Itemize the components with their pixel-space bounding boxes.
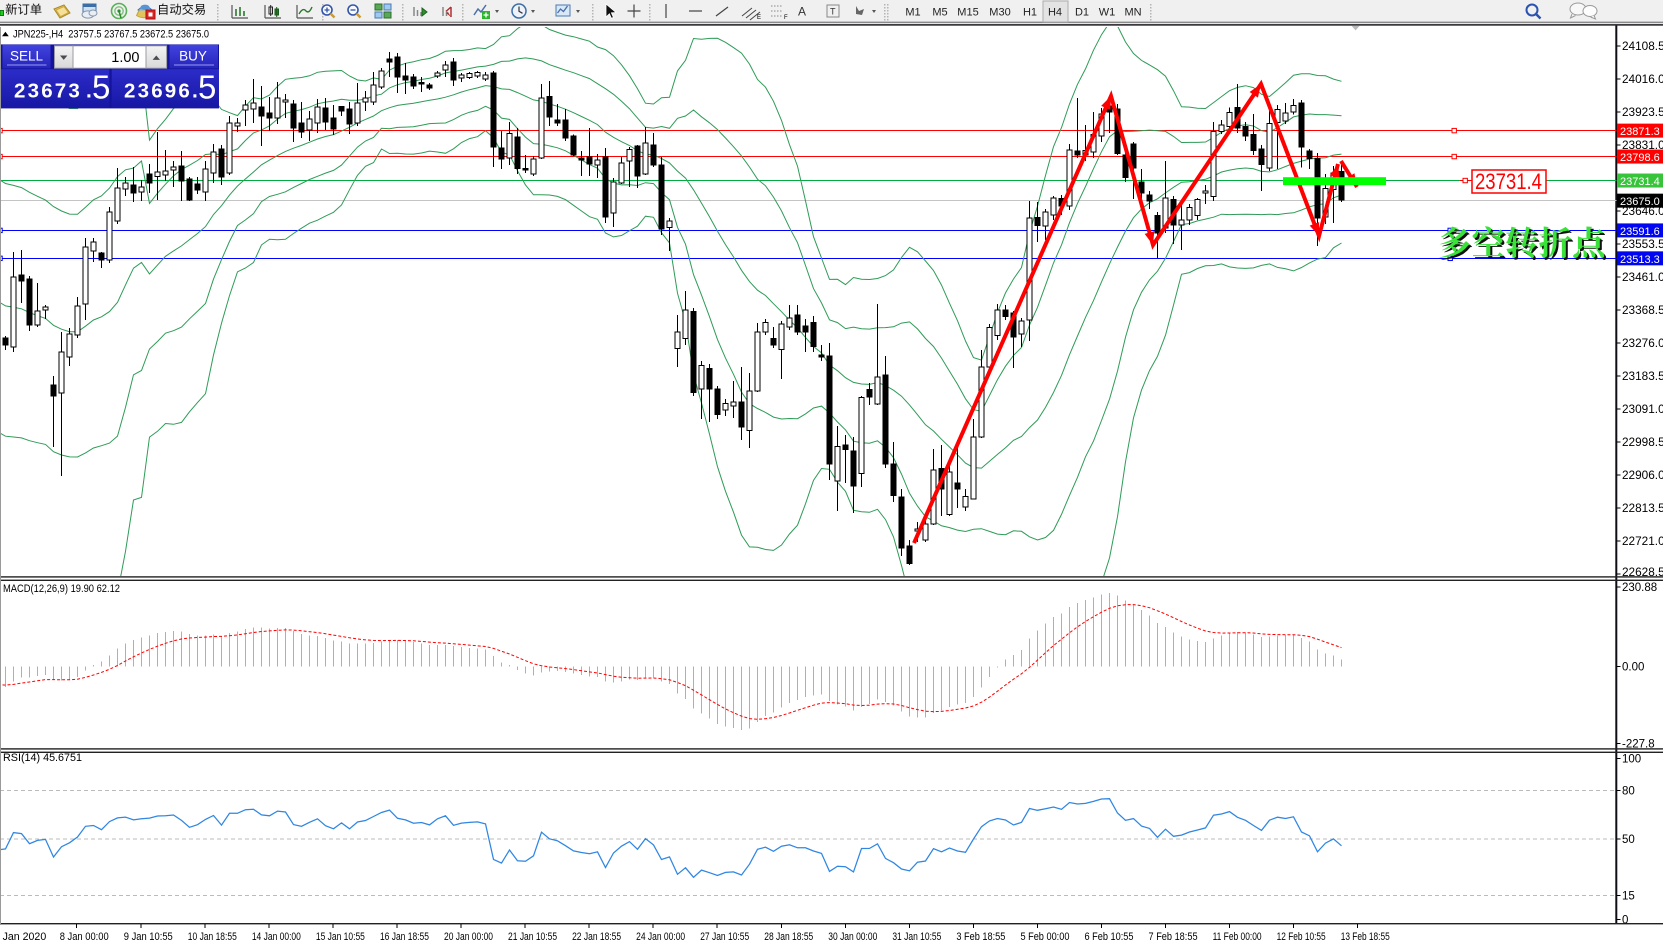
svg-text:23675.0: 23675.0: [1620, 196, 1660, 208]
svg-text:0: 0: [1622, 914, 1628, 926]
svg-text:11 Feb 00:00: 11 Feb 00:00: [1213, 931, 1262, 943]
svg-text:23461.0: 23461.0: [1622, 270, 1663, 284]
svg-text:6 Feb 10:55: 6 Feb 10:55: [1085, 931, 1134, 943]
svg-text:H1: H1: [1023, 7, 1037, 19]
svg-text:22628.5: 22628.5: [1622, 565, 1663, 579]
svg-text:30 Jan 00:00: 30 Jan 00:00: [828, 931, 877, 943]
svg-text:3 Feb 18:55: 3 Feb 18:55: [956, 931, 1005, 943]
svg-text:28 Jan 18:55: 28 Jan 18:55: [764, 931, 813, 943]
svg-text:RSI(14) 45.6751: RSI(14) 45.6751: [3, 752, 82, 764]
svg-text:M30: M30: [989, 7, 1010, 19]
svg-text:31 Jan 10:55: 31 Jan 10:55: [892, 931, 941, 943]
svg-text:23831.0: 23831.0: [1622, 138, 1663, 152]
svg-text:50: 50: [1622, 834, 1635, 846]
svg-text:5: 5: [198, 69, 216, 106]
svg-text:23091.0: 23091.0: [1622, 402, 1663, 416]
svg-text:24108.5: 24108.5: [1622, 39, 1663, 53]
svg-text:23368.5: 23368.5: [1622, 303, 1663, 317]
svg-text:23183.5: 23183.5: [1622, 369, 1663, 383]
svg-text:M5: M5: [932, 7, 947, 19]
svg-text:10 Jan 18:55: 10 Jan 18:55: [188, 931, 237, 943]
svg-text:1.00: 1.00: [111, 50, 139, 66]
svg-text:JPN225-,H4 23757.5 23767.5 23: JPN225-,H4 23757.5 23767.5 23672.5 23675…: [13, 29, 209, 41]
svg-text:A: A: [798, 5, 806, 19]
svg-text:21 Jan 10:55: 21 Jan 10:55: [508, 931, 557, 943]
svg-text:0.00: 0.00: [1622, 662, 1644, 674]
svg-text:23696: 23696: [124, 80, 192, 103]
svg-text:12 Feb 10:55: 12 Feb 10:55: [1277, 931, 1326, 943]
svg-text:23513.3: 23513.3: [1620, 254, 1660, 266]
svg-text:14 Jan 00:00: 14 Jan 00:00: [252, 931, 301, 943]
svg-text:SELL: SELL: [10, 49, 44, 64]
svg-text:22813.5: 22813.5: [1622, 501, 1663, 515]
svg-text:W1: W1: [1099, 7, 1116, 19]
svg-text:D1: D1: [1075, 7, 1089, 19]
svg-text:22721.0: 22721.0: [1622, 534, 1663, 548]
svg-text:230.88: 230.88: [1622, 582, 1657, 594]
svg-text:23923.5: 23923.5: [1622, 105, 1663, 119]
svg-text:9 Jan 10:55: 9 Jan 10:55: [124, 931, 173, 943]
svg-text:24016.0: 24016.0: [1622, 72, 1663, 86]
svg-text:F: F: [784, 15, 788, 21]
svg-text:23553.5: 23553.5: [1622, 237, 1663, 251]
svg-text:100: 100: [1622, 753, 1641, 765]
svg-text:.: .: [86, 80, 92, 103]
svg-text:7 Feb 18:55: 7 Feb 18:55: [1149, 931, 1198, 943]
svg-text:16 Jan 18:55: 16 Jan 18:55: [380, 931, 429, 943]
svg-text:13 Feb 18:55: 13 Feb 18:55: [1341, 931, 1390, 943]
svg-text:20 Jan 00:00: 20 Jan 00:00: [444, 931, 493, 943]
svg-text:MN: MN: [1124, 7, 1141, 19]
svg-text:-227.8: -227.8: [1622, 739, 1655, 751]
svg-text:23731.4: 23731.4: [1475, 169, 1542, 194]
svg-text:8 Jan 00:00: 8 Jan 00:00: [60, 931, 109, 943]
svg-text:23673: 23673: [14, 80, 82, 103]
svg-text:24 Jan 00:00: 24 Jan 00:00: [636, 931, 685, 943]
svg-text:22 Jan 18:55: 22 Jan 18:55: [572, 931, 621, 943]
svg-text:27 Jan 10:55: 27 Jan 10:55: [700, 931, 749, 943]
svg-text:23798.6: 23798.6: [1620, 152, 1660, 164]
svg-text:15 Jan 10:55: 15 Jan 10:55: [316, 931, 365, 943]
svg-text:23731.4: 23731.4: [1620, 176, 1660, 188]
svg-text:23276.0: 23276.0: [1622, 336, 1663, 350]
svg-text:E: E: [757, 15, 761, 21]
svg-text:6 Jan 2020: 6 Jan 2020: [0, 931, 46, 943]
svg-text:M15: M15: [957, 7, 978, 19]
svg-text:80: 80: [1622, 786, 1635, 798]
svg-text:23646.0: 23646.0: [1622, 204, 1663, 218]
svg-text:22998.5: 22998.5: [1622, 435, 1663, 449]
svg-text:23871.3: 23871.3: [1620, 126, 1660, 138]
svg-text:.: .: [192, 80, 198, 103]
svg-text:MACD(12,26,9) 19.90 62.12: MACD(12,26,9) 19.90 62.12: [3, 583, 120, 595]
svg-text:23591.6: 23591.6: [1620, 226, 1660, 238]
svg-text:M1: M1: [905, 7, 920, 19]
svg-text:T: T: [830, 7, 836, 17]
svg-text:H4: H4: [1048, 7, 1062, 19]
svg-text:22906.0: 22906.0: [1622, 468, 1663, 482]
svg-text:BUY: BUY: [179, 49, 207, 64]
svg-text:5: 5: [92, 69, 110, 106]
svg-text:5 Feb 00:00: 5 Feb 00:00: [1020, 931, 1069, 943]
svg-text:15: 15: [1622, 890, 1635, 902]
